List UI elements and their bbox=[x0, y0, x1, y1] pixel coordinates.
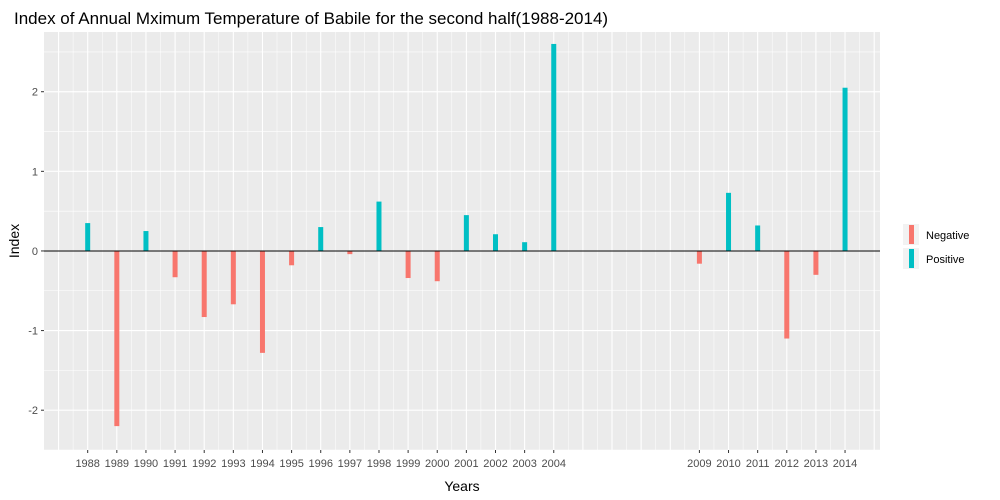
x-tick-label: 2014 bbox=[833, 458, 857, 470]
bar bbox=[318, 227, 324, 251]
bar bbox=[405, 250, 411, 279]
y-tick-label: 1 bbox=[32, 166, 38, 178]
bar bbox=[492, 234, 498, 251]
bar bbox=[726, 192, 732, 251]
x-tick-label: 2000 bbox=[425, 458, 449, 470]
y-tick-label: -2 bbox=[28, 405, 38, 417]
bar bbox=[289, 250, 295, 266]
bar bbox=[434, 250, 440, 282]
x-tick-label: 1990 bbox=[134, 458, 158, 470]
y-tick-label: -1 bbox=[28, 326, 38, 338]
x-tick-label: 1993 bbox=[221, 458, 245, 470]
grid-lines bbox=[44, 32, 880, 451]
x-tick-label: 2010 bbox=[716, 458, 740, 470]
bars bbox=[85, 43, 848, 427]
bar bbox=[813, 250, 819, 275]
y-tick-label: 2 bbox=[32, 87, 38, 99]
bar bbox=[755, 225, 761, 251]
x-tick-label: 2011 bbox=[746, 458, 770, 470]
x-tick-label: 1998 bbox=[367, 458, 391, 470]
x-tick-label: 1996 bbox=[308, 458, 332, 470]
legend: Negative Positive bbox=[903, 224, 969, 269]
bar bbox=[259, 250, 265, 353]
plot-panel bbox=[44, 32, 880, 450]
x-tick-label: 1991 bbox=[163, 458, 187, 470]
legend-swatch bbox=[909, 249, 914, 268]
bar bbox=[522, 242, 528, 251]
x-tick-label: 2009 bbox=[687, 458, 711, 470]
x-tick-label: 2004 bbox=[542, 458, 566, 470]
x-axis-title: Years bbox=[444, 478, 479, 494]
y-axis: -2 -1 0 1 2 bbox=[28, 87, 44, 417]
x-tick-label: 1994 bbox=[250, 458, 274, 470]
bar bbox=[230, 250, 236, 305]
x-tick-label: 2012 bbox=[775, 458, 799, 470]
bar bbox=[696, 250, 702, 264]
x-tick-label: 2002 bbox=[483, 458, 507, 470]
legend-label: Negative bbox=[926, 230, 969, 242]
x-tick-label: 1989 bbox=[105, 458, 129, 470]
bar bbox=[842, 87, 848, 251]
x-tick-label: 1992 bbox=[192, 458, 216, 470]
bar bbox=[114, 250, 120, 427]
x-tick-label: 2013 bbox=[804, 458, 828, 470]
bar bbox=[347, 250, 353, 255]
bar bbox=[784, 250, 790, 339]
x-tick-label: 2001 bbox=[454, 458, 478, 470]
x-tick-label: 1999 bbox=[396, 458, 420, 470]
legend-swatch bbox=[909, 225, 914, 244]
bar bbox=[376, 201, 382, 251]
bar bbox=[172, 250, 178, 278]
x-tick-label: 2003 bbox=[512, 458, 536, 470]
bar bbox=[85, 223, 91, 251]
bar bbox=[201, 250, 207, 318]
x-tick-label: 1995 bbox=[279, 458, 303, 470]
bar bbox=[463, 215, 469, 251]
x-tick-label: 1988 bbox=[75, 458, 99, 470]
y-tick-label: 0 bbox=[32, 246, 38, 258]
bar bbox=[551, 43, 557, 251]
x-tick-label: 1997 bbox=[338, 458, 362, 470]
y-axis-title: Index bbox=[6, 224, 22, 258]
x-axis: 1988 1989 1990 1991 1992 1993 1994 1995 1996 1997… bbox=[75, 450, 857, 470]
bar bbox=[143, 231, 149, 251]
legend-label: Positive bbox=[926, 254, 965, 266]
chart-title: Index of Annual Mximum Temperature of Ba… bbox=[14, 9, 608, 28]
